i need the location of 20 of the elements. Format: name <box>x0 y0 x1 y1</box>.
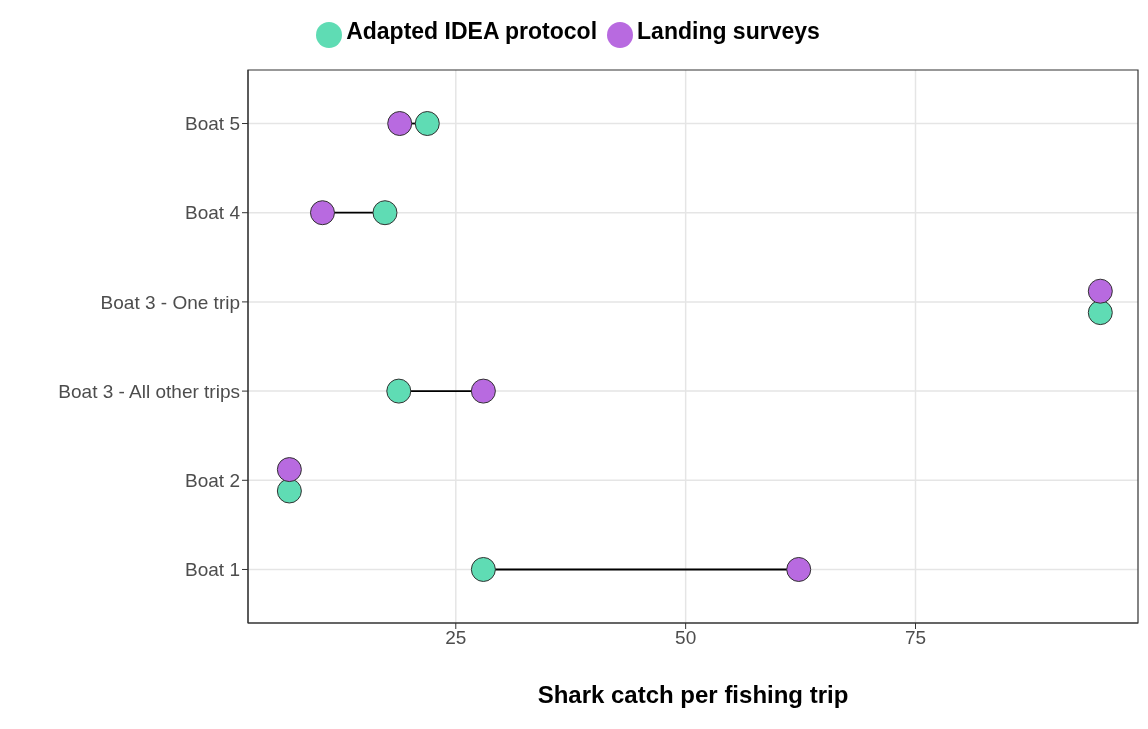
y-tick-label: Boat 3 - One trip <box>100 291 240 313</box>
y-tick-label: Boat 2 <box>185 470 240 492</box>
point <box>414 111 440 137</box>
legend-label: Adapted IDEA protocol <box>346 18 598 44</box>
point <box>387 111 413 137</box>
point <box>386 378 412 404</box>
y-tick-label: Boat 4 <box>185 202 241 224</box>
y-tick-label: Boat 3 - All other trips <box>58 380 240 402</box>
x-tick-label: 50 <box>675 627 697 649</box>
y-tick-label: Boat 1 <box>185 559 240 581</box>
point <box>786 556 812 582</box>
point <box>470 556 496 582</box>
x-axis-title: Shark catch per fishing trip <box>537 681 849 708</box>
point <box>372 200 398 226</box>
y-tick-label: Boat 5 <box>185 113 240 135</box>
point <box>309 200 335 226</box>
x-tick-label: 25 <box>445 627 467 649</box>
legend-label: Landing surveys <box>637 18 820 44</box>
x-tick-label: 75 <box>904 627 927 649</box>
point <box>470 378 496 404</box>
